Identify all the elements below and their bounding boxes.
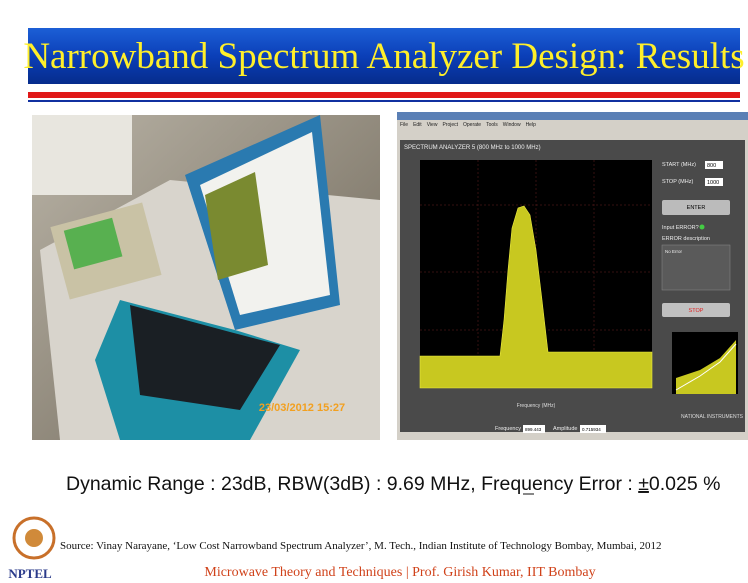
menu-item[interactable]: Help — [526, 122, 537, 128]
start-label: START (MHz) — [662, 162, 696, 168]
footer-course: Microwave Theory and Techniques | Prof. … — [204, 565, 595, 580]
error-description-label: ERROR description — [662, 236, 710, 242]
stop-button-label: STOP — [689, 308, 704, 314]
amplitude-label: Amplitude — [553, 426, 577, 432]
menu-item[interactable]: Tools — [486, 122, 498, 128]
menu-item[interactable]: Edit — [413, 122, 422, 128]
error-text: No Error — [665, 249, 683, 254]
results-prefix: Dynamic Range : 23dB, RBW(3dB) : 9.69 MH… — [66, 473, 638, 495]
red-rule — [28, 92, 740, 98]
input-error-label: Input ERROR? — [662, 225, 699, 231]
slide-title: Narrowband Spectrum Analyzer Design: Res… — [23, 36, 744, 77]
blue-rule — [28, 100, 740, 102]
start-value: 800 — [707, 163, 716, 169]
results-suffix: 0.025 % — [649, 473, 721, 495]
nptel-logo: NPTEL — [8, 518, 54, 581]
x-axis-label: Frequency (MHz) — [517, 403, 556, 409]
stop-label: STOP (MHz) — [662, 179, 693, 185]
ni-brand: NATIONAL INSTRUMENTS — [681, 414, 744, 420]
menu-item[interactable]: Operate — [463, 122, 481, 128]
nptel-label: NPTEL — [8, 566, 52, 581]
enter-button-label: ENTER — [687, 205, 706, 211]
frequency-value: 899.443 — [525, 427, 542, 432]
slide: Narrowband Spectrum Analyzer Design: Res… — [0, 0, 748, 583]
photo: 23/03/2012 15:27 — [32, 115, 380, 440]
labview-screenshot: File Edit View Project Operate Tools Window Hel… — [397, 112, 748, 440]
frequency-label: Frequency — [495, 426, 521, 432]
results-line: Dynamic Range : 23dB, RBW(3dB) : 9.69 MH… — [66, 473, 720, 495]
menu-item[interactable]: File — [400, 122, 408, 128]
source-citation: Source: Vinay Narayane, ‘Low Cost Narrow… — [60, 540, 661, 552]
menu-item[interactable]: Window — [503, 122, 521, 128]
results-plusminus: ± — [638, 473, 649, 495]
stop-value: 1000 — [707, 180, 719, 186]
panel-title: SPECTRUM ANALYZER 5 (800 MHz to 1000 MHz… — [404, 145, 541, 151]
amplitude-value: 0.715934 — [582, 427, 601, 432]
menu-item[interactable]: View — [427, 122, 438, 128]
photo-timestamp: 23/03/2012 15:27 — [259, 402, 345, 414]
menu-item[interactable]: Project — [442, 122, 458, 128]
